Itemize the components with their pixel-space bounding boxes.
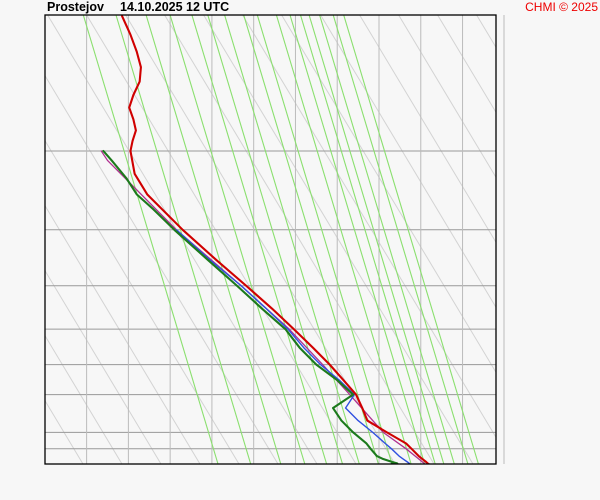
svg-text:14.10.2025 12 UTC: 14.10.2025 12 UTC: [120, 0, 229, 14]
svg-text:Prostejov: Prostejov: [47, 0, 104, 14]
svg-text:CHMI © 2025: CHMI © 2025: [525, 0, 598, 14]
